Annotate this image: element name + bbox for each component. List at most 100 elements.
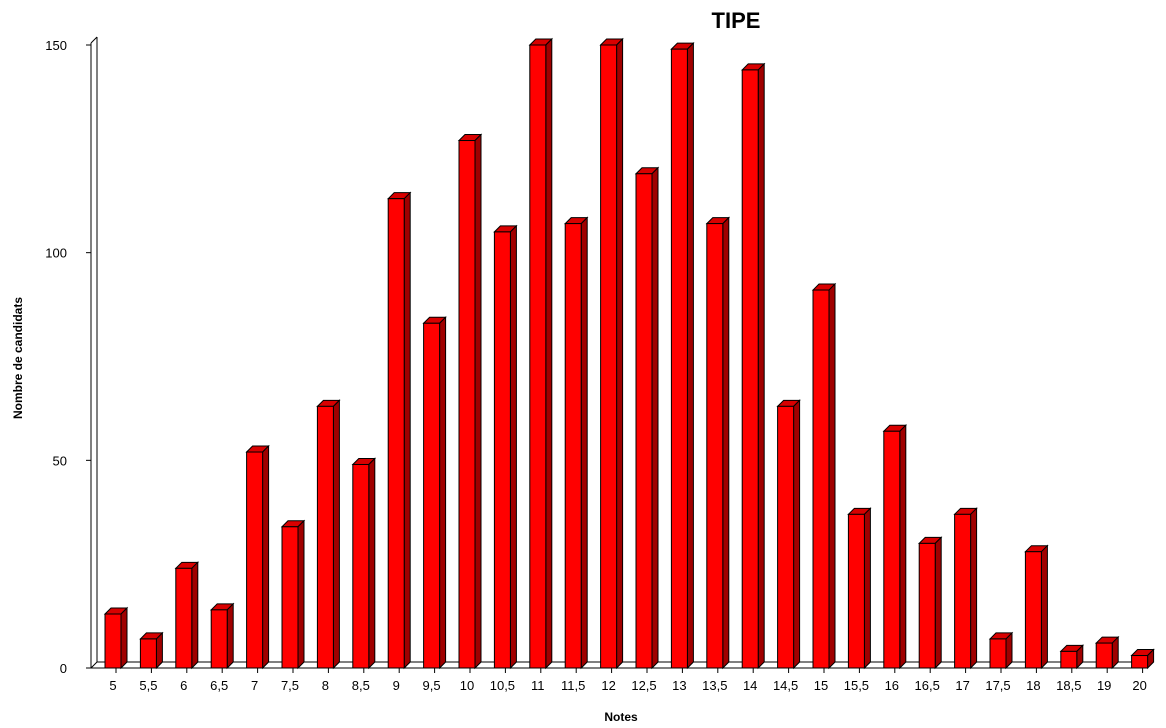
x-tick-label: 16,5 bbox=[915, 678, 940, 693]
x-tick-label: 10 bbox=[460, 678, 474, 693]
bar-front bbox=[706, 223, 724, 669]
y-tick-label: 100 bbox=[45, 246, 67, 261]
x-tick-label: 6,5 bbox=[210, 678, 228, 693]
bar bbox=[351, 457, 377, 670]
x-tick-label: 8 bbox=[322, 678, 329, 693]
bar bbox=[1059, 644, 1085, 670]
bar-side bbox=[509, 224, 517, 670]
bar-side bbox=[863, 507, 871, 670]
bar-front bbox=[529, 44, 547, 669]
bar bbox=[882, 424, 908, 670]
y-axis-top-edge bbox=[90, 36, 98, 44]
bar bbox=[174, 561, 200, 670]
bar bbox=[316, 399, 341, 670]
bar-front bbox=[564, 223, 582, 669]
x-tick-label: 12 bbox=[601, 678, 615, 693]
bar-side bbox=[651, 166, 659, 670]
bar-side bbox=[757, 62, 765, 670]
bar bbox=[245, 444, 270, 670]
x-tick-label: 11 bbox=[531, 678, 545, 693]
bar-side bbox=[616, 37, 624, 670]
x-tick-label: 16 bbox=[885, 678, 899, 693]
bar bbox=[847, 507, 872, 670]
bar-front bbox=[989, 638, 1007, 669]
bar-front bbox=[918, 542, 936, 669]
bar bbox=[705, 216, 731, 670]
bar-front bbox=[812, 289, 830, 669]
bar bbox=[422, 316, 447, 670]
bar-front bbox=[493, 231, 511, 669]
bar-side bbox=[155, 631, 163, 670]
x-tick-label: 17 bbox=[955, 678, 969, 693]
bar-front bbox=[741, 69, 759, 669]
bar bbox=[776, 399, 801, 670]
bar-front bbox=[1060, 650, 1078, 669]
x-tick-label: 15 bbox=[814, 678, 828, 693]
x-tick-label: 14,5 bbox=[773, 678, 798, 693]
bar bbox=[528, 37, 554, 670]
bar-front bbox=[246, 451, 264, 669]
bar-side bbox=[686, 41, 694, 670]
bar-front bbox=[883, 430, 901, 669]
x-tick-label: 6 bbox=[180, 678, 187, 693]
bar-side bbox=[474, 133, 482, 670]
y-tick-label: 50 bbox=[53, 453, 67, 468]
x-tick-label: 8,5 bbox=[352, 678, 370, 693]
bar bbox=[1024, 544, 1049, 670]
bar bbox=[1130, 648, 1155, 670]
bar-front bbox=[316, 405, 334, 669]
bar-side bbox=[262, 444, 270, 670]
y-tick-label: 150 bbox=[45, 38, 67, 53]
x-tick-label: 9 bbox=[393, 678, 400, 693]
bar-front bbox=[210, 609, 228, 669]
x-tick-label: 9,5 bbox=[423, 678, 441, 693]
bars bbox=[103, 37, 1155, 670]
bar bbox=[139, 631, 164, 670]
bar-front bbox=[1024, 551, 1042, 669]
bar-side bbox=[403, 191, 411, 670]
bar-side bbox=[191, 561, 199, 670]
x-tick-label: 5,5 bbox=[139, 678, 157, 693]
bar-front bbox=[139, 638, 157, 669]
x-tick-label: 7,5 bbox=[281, 678, 299, 693]
bar-side bbox=[439, 316, 447, 670]
bar-front bbox=[847, 513, 865, 669]
bar-front bbox=[1095, 642, 1113, 669]
bar-side bbox=[828, 282, 836, 670]
bar-front bbox=[1131, 655, 1149, 669]
x-axis-label: Notes bbox=[604, 710, 638, 724]
bar-front bbox=[670, 48, 688, 669]
bar-front bbox=[281, 526, 299, 669]
y-axis-label: Nombre de candidats bbox=[11, 297, 25, 419]
bar bbox=[599, 37, 624, 670]
chart-title: TIPE bbox=[712, 8, 761, 33]
bar bbox=[386, 191, 412, 670]
bar-side bbox=[332, 399, 340, 670]
x-tick-label: 11,5 bbox=[561, 678, 585, 693]
bar-side bbox=[970, 507, 978, 670]
x-tick-label: 18 bbox=[1026, 678, 1040, 693]
x-tick-label: 19 bbox=[1097, 678, 1111, 693]
bar bbox=[280, 519, 306, 670]
x-tick-label: 7 bbox=[251, 678, 258, 693]
bar-front bbox=[104, 613, 122, 669]
bar-side bbox=[899, 424, 907, 670]
bar-side bbox=[1005, 631, 1013, 670]
bar-front bbox=[635, 173, 653, 669]
bar-side bbox=[545, 37, 553, 670]
bar-front bbox=[458, 140, 476, 669]
bar-front bbox=[600, 44, 618, 669]
bar-front bbox=[954, 513, 972, 669]
x-tick-label: 13,5 bbox=[702, 678, 727, 693]
x-tick-label: 17,5 bbox=[985, 678, 1010, 693]
bar bbox=[493, 224, 518, 670]
x-tick-label: 15,5 bbox=[844, 678, 869, 693]
x-tick-label: 12,5 bbox=[631, 678, 656, 693]
y-tick-label: 0 bbox=[60, 661, 67, 676]
bar-front bbox=[423, 322, 441, 669]
bar-side bbox=[226, 602, 234, 670]
x-tick-label: 13 bbox=[672, 678, 686, 693]
bar-side bbox=[580, 216, 588, 670]
bar-side bbox=[1111, 635, 1119, 670]
